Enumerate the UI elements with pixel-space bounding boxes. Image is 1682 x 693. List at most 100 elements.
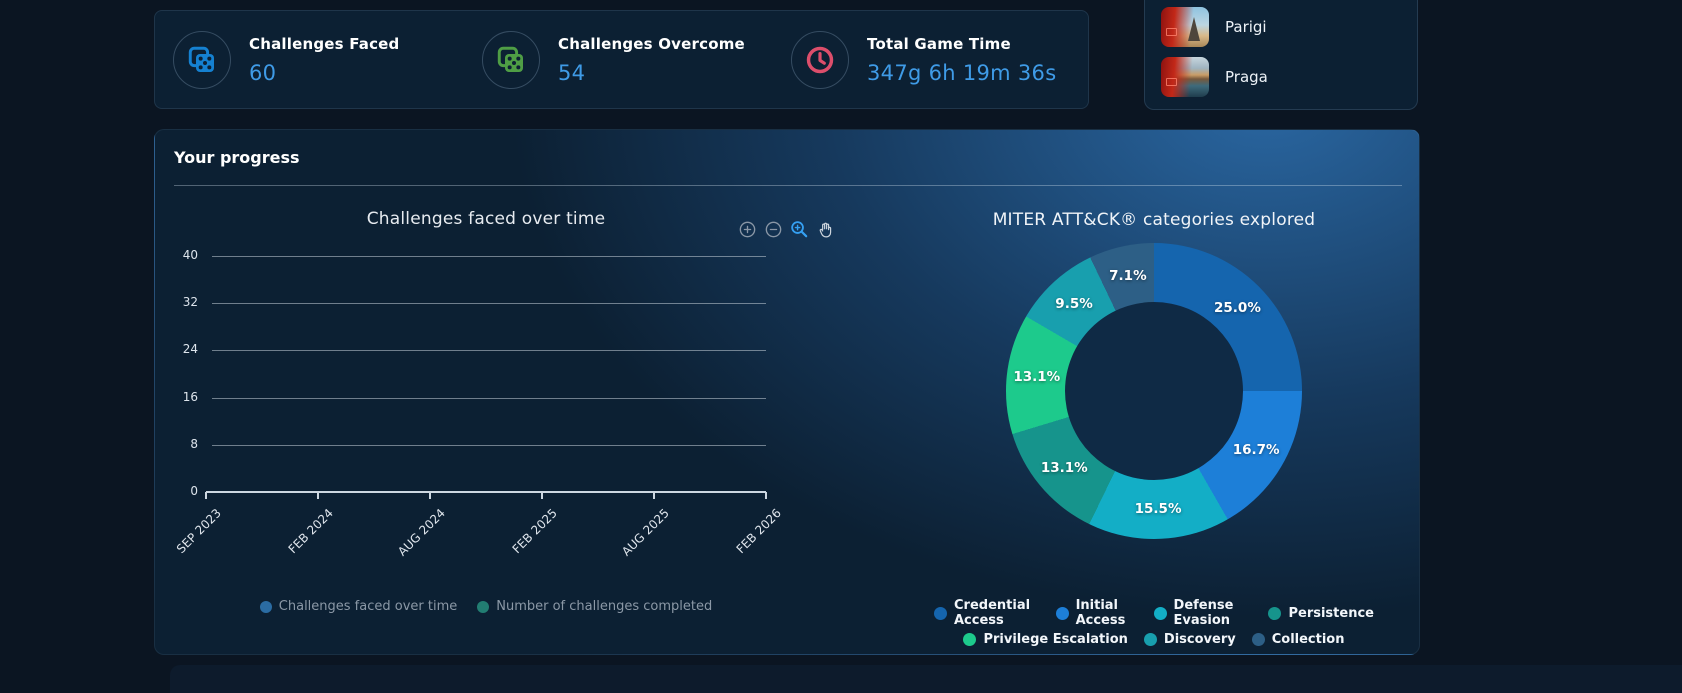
donut-slice-value-label: 13.1% xyxy=(1040,459,1088,476)
magnifier-zoom-icon[interactable] xyxy=(790,220,808,238)
x-axis-tick-label: FEB 2024 xyxy=(285,506,336,557)
x-axis-tick-label: FEB 2026 xyxy=(733,506,784,557)
donut-slice-value-label: 13.1% xyxy=(1013,369,1061,386)
gridline xyxy=(212,303,766,305)
paris-thumbnail-image xyxy=(1161,7,1209,47)
legend-item[interactable]: Privilege Escalation xyxy=(963,632,1128,647)
x-axis-line xyxy=(206,491,766,493)
circuit-overlay-icon xyxy=(1165,27,1177,36)
stat-value: 54 xyxy=(558,60,586,85)
legend-label: Defense Evasion xyxy=(1173,598,1234,628)
city-label: Praga xyxy=(1225,68,1268,86)
donut-slice-value-label: 15.5% xyxy=(1134,500,1182,517)
legend-label: Collection xyxy=(1271,632,1345,647)
stat-challenges-overcome: Challenges Overcome 54 xyxy=(464,30,773,89)
line-chart-title: Challenges faced over time xyxy=(366,209,606,229)
legend-dot-icon xyxy=(1143,633,1157,646)
city-label: Parigi xyxy=(1225,18,1267,36)
legend-item[interactable]: Credential Access xyxy=(934,598,1040,628)
x-axis-tick-mark xyxy=(205,492,207,499)
stat-label: Total Game Time xyxy=(867,34,1011,53)
legend-label: Credential Access xyxy=(954,598,1031,628)
legend-item[interactable]: Challenges faced over time xyxy=(259,599,458,614)
donut-slice-value-label: 9.5% xyxy=(1055,296,1093,313)
legend-row: Privilege Escalation Discovery Collection xyxy=(934,632,1374,647)
city-item-praga[interactable]: Praga xyxy=(1161,57,1401,97)
progress-card: Your progress Challenges faced over time… xyxy=(154,129,1420,655)
stat-value: 60 xyxy=(249,60,277,85)
legend-dot-icon xyxy=(1055,606,1069,620)
legend-dot-icon xyxy=(259,600,272,613)
donut-chart-legend: Credential Access Initial Access Defense E… xyxy=(934,598,1374,647)
gridline xyxy=(212,444,766,446)
legend-label: Persistence xyxy=(1288,605,1374,621)
clock-icon xyxy=(804,44,836,76)
legend-dot-icon xyxy=(477,600,490,613)
gridline xyxy=(212,397,766,399)
zoom-in-circle-icon[interactable] xyxy=(738,220,756,238)
legend-item[interactable]: Defense Evasion xyxy=(1153,598,1253,628)
dice-icon xyxy=(495,44,527,76)
line-chart-legend: Challenges faced over time Number of chal… xyxy=(206,599,766,614)
stat-icon-circle xyxy=(482,30,540,89)
city-item-parigi[interactable]: Parigi xyxy=(1161,7,1401,47)
legend-dot-icon xyxy=(1268,606,1282,620)
y-axis-tick-label: 40 xyxy=(182,248,198,262)
pan-hand-icon[interactable] xyxy=(816,220,834,238)
x-axis-tick-mark xyxy=(317,492,319,499)
x-axis-tick-label: SEP 2023 xyxy=(173,506,224,557)
y-axis-tick-label: 8 xyxy=(190,436,198,451)
stat-icon-circle xyxy=(791,30,849,89)
legend-dot-icon xyxy=(934,606,947,620)
donut-slice-value-label: 16.7% xyxy=(1232,442,1280,459)
legend-item[interactable]: Persistence xyxy=(1268,598,1374,628)
legend-dot-icon xyxy=(1251,633,1265,646)
line-chart-plot-area[interactable]: 0 8 16 24 32 40 SEP 2023 FEB 2024 AUG 2024 FEB 20… xyxy=(174,248,784,559)
x-axis-tick-mark xyxy=(653,492,655,499)
stat-label: Challenges Overcome xyxy=(558,34,745,53)
gridline xyxy=(212,256,766,257)
legend-label: Discovery xyxy=(1163,632,1236,647)
dice-icon xyxy=(186,44,218,76)
y-axis-tick-label: 32 xyxy=(182,295,198,310)
legend-dot-icon xyxy=(963,633,977,646)
legend-label: Number of challenges completed xyxy=(496,599,713,614)
prague-thumbnail-image xyxy=(1161,57,1209,97)
progress-section-title: Your progress xyxy=(174,148,300,167)
divider xyxy=(174,185,1402,186)
x-axis-tick-label: FEB 2025 xyxy=(509,506,560,557)
x-axis-tick-mark xyxy=(541,492,543,499)
stats-bar: Challenges Faced 60 Challenges Overcome … xyxy=(154,10,1089,109)
legend-label: Challenges faced over time xyxy=(278,599,458,614)
donut-chart[interactable]: 25.0% 16.7% 15.5% 13.1% 13.1% 9.5% 7.1% xyxy=(1006,243,1302,539)
legend-label: Privilege Escalation xyxy=(983,632,1128,647)
stat-value: 347g 6h 19m 36s xyxy=(867,60,1057,85)
gridline xyxy=(212,350,766,352)
stat-icon-circle xyxy=(173,30,231,89)
y-axis-tick-label: 24 xyxy=(182,342,198,357)
legend-item[interactable]: Collection xyxy=(1251,632,1345,647)
next-section-card-edge xyxy=(170,665,1682,693)
stat-label: Challenges Faced xyxy=(249,34,400,53)
legend-row: Credential Access Initial Access Defense E… xyxy=(934,598,1374,628)
x-axis-tick-mark xyxy=(429,492,431,499)
legend-item[interactable]: Number of challenges completed xyxy=(477,599,712,614)
zoom-out-circle-icon[interactable] xyxy=(764,220,782,238)
donut-chart-title: MITER ATT&CK® categories explored xyxy=(992,210,1316,230)
legend-label: Initial Access xyxy=(1075,598,1126,628)
legend-dot-icon xyxy=(1153,606,1167,620)
legend-item[interactable]: Initial Access xyxy=(1055,598,1138,628)
x-axis-tick-label: AUG 2024 xyxy=(395,506,448,559)
stat-challenges-faced: Challenges Faced 60 xyxy=(155,30,464,89)
donut-hole xyxy=(1065,302,1243,480)
chart-toolbar xyxy=(738,220,834,238)
cities-panel: Parigi Praga xyxy=(1144,0,1418,110)
stat-total-game-time: Total Game Time 347g 6h 19m 36s xyxy=(773,30,1082,89)
y-axis-tick-label: 16 xyxy=(182,389,198,404)
x-axis-tick-label: AUG 2025 xyxy=(619,506,672,559)
x-axis-tick-mark xyxy=(765,492,767,499)
y-axis-tick-label: 0 xyxy=(190,484,198,498)
donut-slice-value-label: 7.1% xyxy=(1109,267,1147,284)
circuit-overlay-icon xyxy=(1165,77,1177,86)
legend-item[interactable]: Discovery xyxy=(1143,632,1236,647)
